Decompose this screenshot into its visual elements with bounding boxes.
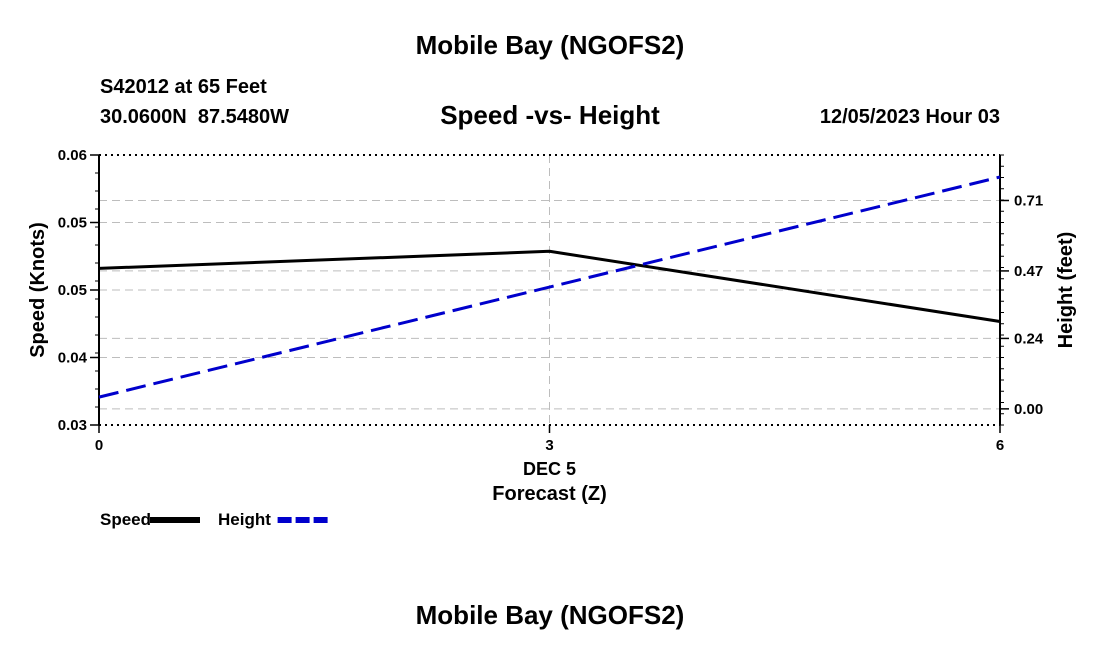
page-title: Mobile Bay (NGOFS2) (415, 30, 685, 60)
y2-axis-title: Height (feet) (1055, 232, 1077, 349)
y-tick-label: 0.04 (58, 350, 88, 367)
x-tick-label: 0 (95, 437, 103, 454)
station-label: S42012 at 65 Feet (100, 76, 267, 98)
y-tick-label: 0.03 (58, 417, 87, 434)
coordinates-label: 30.0600N 87.5480W (100, 106, 290, 128)
y-tick-label: 0.05 (58, 215, 87, 232)
legend-layer: Speed Height (100, 510, 328, 529)
series-layer (98, 175, 1001, 399)
x-date-label: DEC 5 (523, 459, 576, 479)
y2-tick-label: 0.71 (1014, 192, 1043, 209)
y2-tick-label: 0.47 (1014, 263, 1043, 280)
grid-layer (99, 155, 1000, 425)
x-tick-label: 3 (545, 437, 553, 454)
x-axis-title: Forecast (Z) (492, 483, 606, 505)
y-axis-title: Speed (Knots) (27, 222, 49, 358)
footer-title: Mobile Bay (NGOFS2) (415, 600, 685, 630)
x-tick-label: 6 (996, 437, 1004, 454)
datetime-label: 12/05/2023 Hour 03 (819, 106, 1000, 128)
series-line-height (98, 175, 1001, 399)
y-tick-label: 0.06 (58, 147, 87, 164)
y2-tick-label: 0.24 (1014, 330, 1044, 347)
y-tick-label: 0.05 (58, 282, 87, 299)
legend-label-speed: Speed (100, 510, 151, 529)
label-layer: 0.03 0.04 0.05 0.05 0.06 0.00 0.24 0.47 0.71 0 3 6 D… (27, 147, 1077, 505)
axes-layer (90, 154, 1009, 433)
series-line-speed (98, 249, 1001, 323)
legend-label-height: Height (218, 510, 271, 529)
chart-subtitle: Speed -vs- Height (440, 100, 660, 130)
y2-tick-label: 0.00 (1014, 401, 1043, 418)
